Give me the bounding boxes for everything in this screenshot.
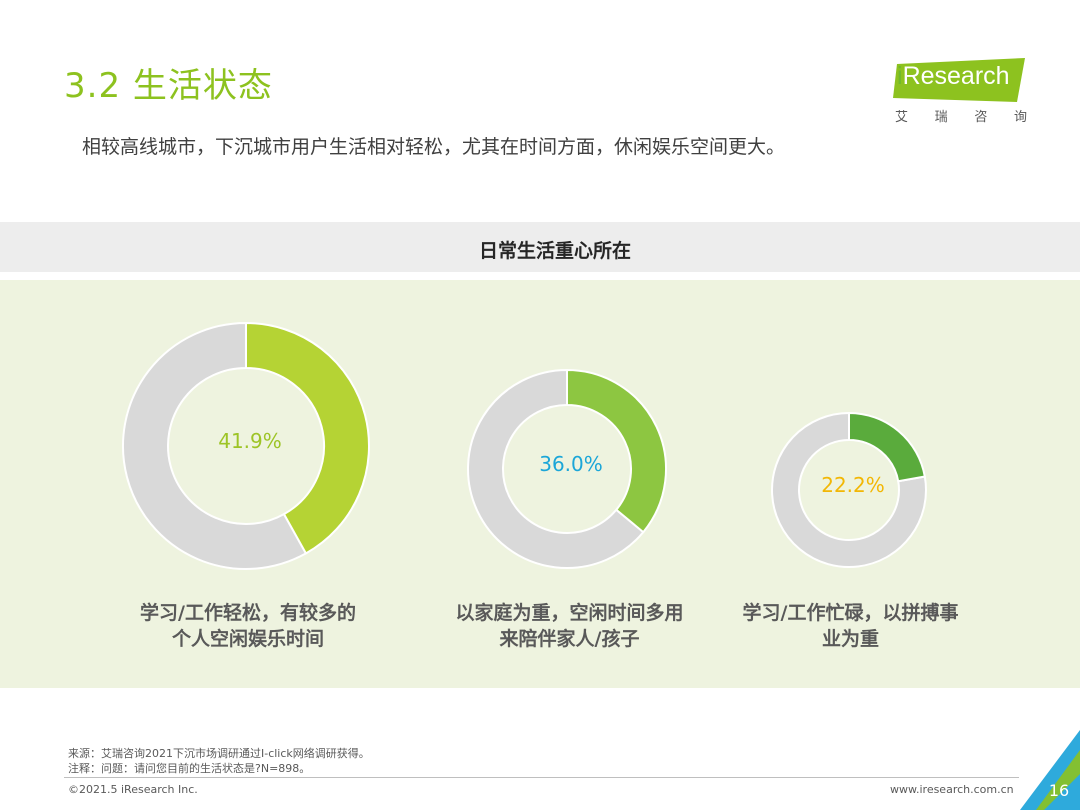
donut-1: 41.9%	[122, 321, 370, 570]
chart-title: 日常生活重心所在	[478, 240, 631, 262]
footer-divider	[64, 777, 1019, 778]
copyright: ©2021.5 iResearch Inc.	[68, 783, 198, 796]
donut-1-value-slice	[245, 321, 370, 555]
chart-title-band	[0, 222, 1080, 272]
website-url: www.iresearch.com.cn	[890, 783, 1014, 796]
logo-chinese-name: 艾 瑞 咨 询	[895, 110, 1027, 125]
corner-decoration	[1020, 730, 1080, 810]
page-subtitle: 相较高线城市，下沉城市用户生活相对轻松，尤其在时间方面，休闲娱乐空间更大。	[82, 136, 786, 158]
category-label-1: 学习/工作轻松，有较多的 个人空闲娱乐时间	[140, 602, 356, 650]
page-number: 16	[1048, 781, 1070, 800]
iresearch-logo: iResearch 艾 瑞 咨 询	[893, 58, 1033, 128]
donut-2-value-label: 36.0%	[539, 452, 603, 476]
donut-2: 36.0%	[467, 368, 667, 569]
donut-3: 22.2%	[771, 411, 927, 568]
donut-1-value-label: 41.9%	[218, 429, 282, 453]
category-label-2: 以家庭为重，空闲时间多用 来陪伴家人/孩子	[455, 602, 684, 650]
donut-3-remainder-slice	[771, 411, 927, 568]
page-title: 3.2 生活状态	[64, 66, 273, 106]
donut-2-value-slice	[566, 368, 667, 534]
donut-2-remainder-slice	[467, 368, 645, 569]
footer-source: 来源：艾瑞咨询2021下沉市场调研通过I-click网络调研获得。 注释：问题：…	[68, 747, 370, 775]
donut-1-remainder-slice	[122, 321, 308, 570]
logo-wordmark: iResearch	[897, 62, 1010, 90]
category-label-3: 学习/工作忙碌，以拼搏事 业为重	[742, 602, 959, 650]
donut-3-value-label: 22.2%	[821, 473, 885, 497]
donut-3-value-slice	[848, 411, 926, 483]
logo-background-shape	[893, 58, 1025, 102]
